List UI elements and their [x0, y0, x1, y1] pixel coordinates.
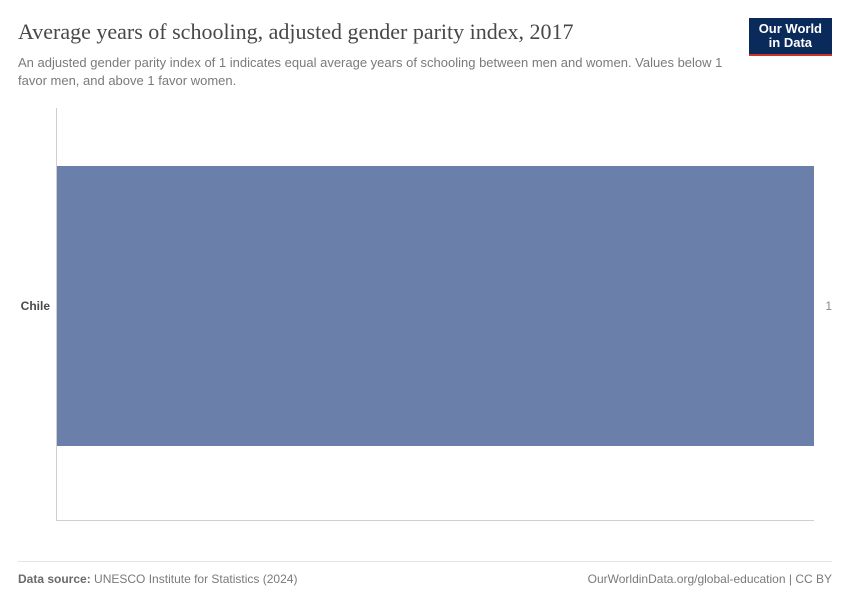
footer: Data source: UNESCO Institute for Statis…: [18, 561, 832, 586]
data-source-text: UNESCO Institute for Statistics (2024): [94, 572, 297, 586]
bar-chile: [57, 166, 814, 446]
header: Average years of schooling, adjusted gen…: [18, 18, 832, 90]
attribution: OurWorldinData.org/global-education | CC…: [588, 572, 832, 586]
owid-logo: Our World in Data: [749, 18, 832, 56]
logo-line-2: in Data: [759, 36, 822, 50]
plot-area: [56, 108, 814, 521]
chart-area: Chile 1: [18, 108, 832, 551]
logo-line-1: Our World: [759, 22, 822, 36]
chart-subtitle: An adjusted gender parity index of 1 ind…: [18, 54, 729, 90]
title-block: Average years of schooling, adjusted gen…: [18, 18, 729, 90]
chart-title: Average years of schooling, adjusted gen…: [18, 18, 729, 46]
chart-container: Average years of schooling, adjusted gen…: [0, 0, 850, 600]
data-source-label: Data source:: [18, 572, 91, 586]
data-source: Data source: UNESCO Institute for Statis…: [18, 572, 297, 586]
category-label-chile: Chile: [18, 299, 50, 313]
bar-row: [57, 166, 814, 446]
value-label-chile: 1: [825, 299, 832, 313]
